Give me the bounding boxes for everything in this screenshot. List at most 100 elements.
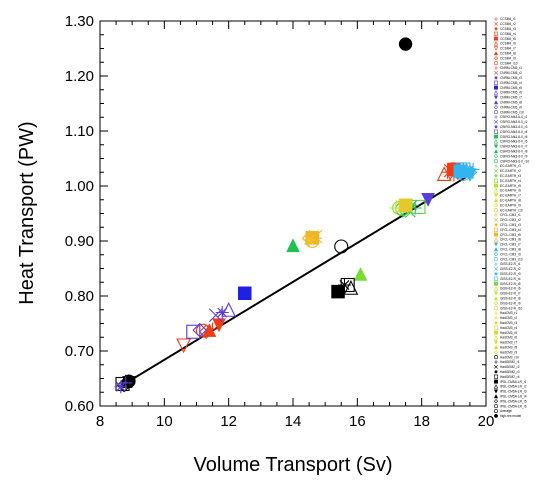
data-point [206, 322, 220, 336]
legend-label: HadGEM2_r2 [500, 365, 520, 369]
legend-item: HadCM3_r2 [494, 315, 517, 320]
legend-item: CNRM-CM5_r3 [494, 76, 522, 80]
x-axis-title: Volume Transport (Sv) [194, 454, 393, 476]
legend-item: EC-EARTH_r7 [493, 193, 521, 198]
x-tick-label: 20 [478, 413, 495, 430]
legend-item: CNRM-CM5_r8 [493, 100, 522, 105]
legend-item: IPSL-CM5A-LR_r3 [493, 389, 527, 394]
legend-label: EC-EARTH_r5 [500, 184, 521, 188]
legend-label: CNRM-CM5_r1 [500, 66, 522, 70]
legend-label: CNRM-CM5_r8 [500, 101, 522, 105]
legend-item: CSIRO-Mk3-6-0_r8 [493, 149, 528, 154]
legend-label: GISS-E2-R_r4 [500, 277, 521, 281]
legend-label: GISS-E2-R_r3 [500, 272, 521, 276]
legend-item: IPSL-CM5A-LR_r1 [494, 379, 527, 384]
legend-label: EC-EARTH_r3 [500, 174, 521, 178]
data-point [114, 380, 128, 394]
legend-item: HadCM3_r9 [493, 350, 517, 354]
legend-item: HadCM3_r4 [493, 325, 517, 330]
x-tick-label: 14 [285, 413, 302, 430]
legend-label: CFCL-CM3_r5 [500, 233, 521, 237]
legend-label: GISS-E2-R_r10 [500, 306, 523, 310]
data-point [331, 284, 345, 299]
legend-item: CNRM-CM5_r7 [493, 95, 522, 100]
legend-label: CSIRO-Mk3-6-0_r6 [500, 140, 528, 144]
data-point [119, 376, 133, 390]
data-point [456, 166, 471, 181]
legend-item: CCSM4_r2 [494, 21, 516, 26]
data-point [195, 323, 210, 338]
legend-label: CCSM4_r6 [500, 42, 516, 46]
legend-item: CCSM4_r3 [494, 27, 516, 31]
legend-label: GISS-E2-R_r2 [500, 267, 521, 271]
legend-item: CFCL-CM3_r7 [493, 242, 521, 247]
data-point [198, 324, 214, 340]
legend-item: EC-EARTH_r5 [494, 183, 521, 188]
legend-item: CNRM-CM5_r1 [494, 66, 522, 70]
data-point [305, 233, 320, 249]
legend-label: GISS-E2-R_r1 [500, 262, 521, 266]
legend-item: CCSM4_r8 [493, 51, 516, 56]
legend-label: HadCM3_r8 [500, 346, 517, 350]
data-point [302, 233, 316, 247]
legend-item: Average [493, 408, 512, 413]
legend-item: CNRM-CM5_r6 [493, 90, 522, 95]
legend-label: HadCM3_r5 [500, 331, 517, 335]
x-tick-label: 8 [96, 413, 104, 430]
x-tick-label: 16 [349, 413, 366, 430]
legend-label: EC-EARTH_r8 [500, 199, 521, 203]
legend-label: IPSL-CM5A-LR_r6 [500, 404, 527, 408]
legend-item: IPSL-CM5A-LR_r2 [493, 384, 527, 389]
y-tick-label: 0.80 [65, 288, 94, 305]
data-point [436, 166, 452, 181]
legend-item: IPSL-CM5A-LR_r6 [493, 404, 527, 408]
legend-item: GISS-E2-R_r10 [493, 306, 523, 310]
data-point [192, 322, 207, 338]
legend-item: GISS-E2-R_r5 [494, 281, 521, 286]
legend-item: GISS-E2-R_r3 [494, 272, 521, 276]
x-tick-label: 12 [220, 413, 237, 430]
legend-label: GISS-E2-R_r6 [500, 287, 521, 291]
legend-item: GISS-E2-R_r6 [493, 286, 521, 291]
legend-label: IPSL-CM5A-LR_r1 [500, 380, 527, 384]
y-tick-label: 0.60 [65, 398, 94, 415]
legend-label: EC-EARTH_r1 [500, 164, 521, 168]
legend-item: EC-EARTH_r10 [493, 208, 523, 212]
data-point [309, 231, 323, 245]
legend-item: CFCL-CM3_r4 [493, 227, 521, 232]
legend-label: CFCL-CM3_r3 [500, 223, 521, 227]
data-point [238, 286, 252, 300]
legend-item: CCSM4_r1 [494, 17, 516, 21]
legend-item: GISS-E2-R_r2 [494, 266, 521, 271]
legend-item: IPSL-CM5A-LR_r4 [493, 394, 527, 399]
data-point [221, 302, 237, 317]
legend-label: HadCM3_r3 [500, 321, 517, 325]
data-point [186, 324, 201, 339]
legend-label: CFCL-CM3_r9 [500, 252, 521, 256]
legend-label: CFCL-CM3_r8 [500, 248, 521, 252]
legend-label: CSIRO-Mk3-6-0_r5 [500, 135, 528, 139]
axes: 8 10 12 14 16 18 20 0.60 0.70 0.80 0.90 1.00 1.10 1.2… [65, 13, 495, 430]
legend-label: EC-EARTH_r9 [500, 203, 521, 207]
legend-item: CCSM4_r9 [493, 56, 516, 60]
legend-label: IPSL-CM5A-LR_r4 [500, 395, 527, 399]
regression-line [121, 171, 474, 386]
legend-item: GISS-E2-R_r1 [494, 262, 521, 266]
legend-label: EC-EARTH_r2 [500, 169, 521, 173]
legend-label: CFCL-CM3_r1 [500, 213, 521, 217]
legend-item: CSIRO-Mk3-6-0_r4 [493, 129, 528, 134]
legend-item: CSIRO-Mk3-6-0_r6 [493, 139, 528, 144]
legend-label: CNRM-CM5_r5 [500, 86, 522, 90]
legend-label: CCSM4_r7 [500, 47, 516, 51]
legend-label: CSIRO-Mk3-6-0_r7 [500, 145, 528, 149]
plot-frame [99, 20, 487, 407]
legend-item: CSIRO-Mk3-6-0_r7 [493, 144, 528, 149]
legend-item: CCSM4_r10 [493, 61, 518, 65]
legend-label: EC-EARTH_r6 [500, 189, 521, 193]
legend-item: GISS-E2-R_r4 [493, 276, 521, 281]
legend-item: HadCM3_r6 [493, 335, 517, 340]
legend-item: CCSM4_r4 [493, 31, 516, 36]
legend-label: GISS-E2-R_r9 [500, 301, 521, 305]
legend-item: HadCM3_r5 [494, 330, 517, 335]
